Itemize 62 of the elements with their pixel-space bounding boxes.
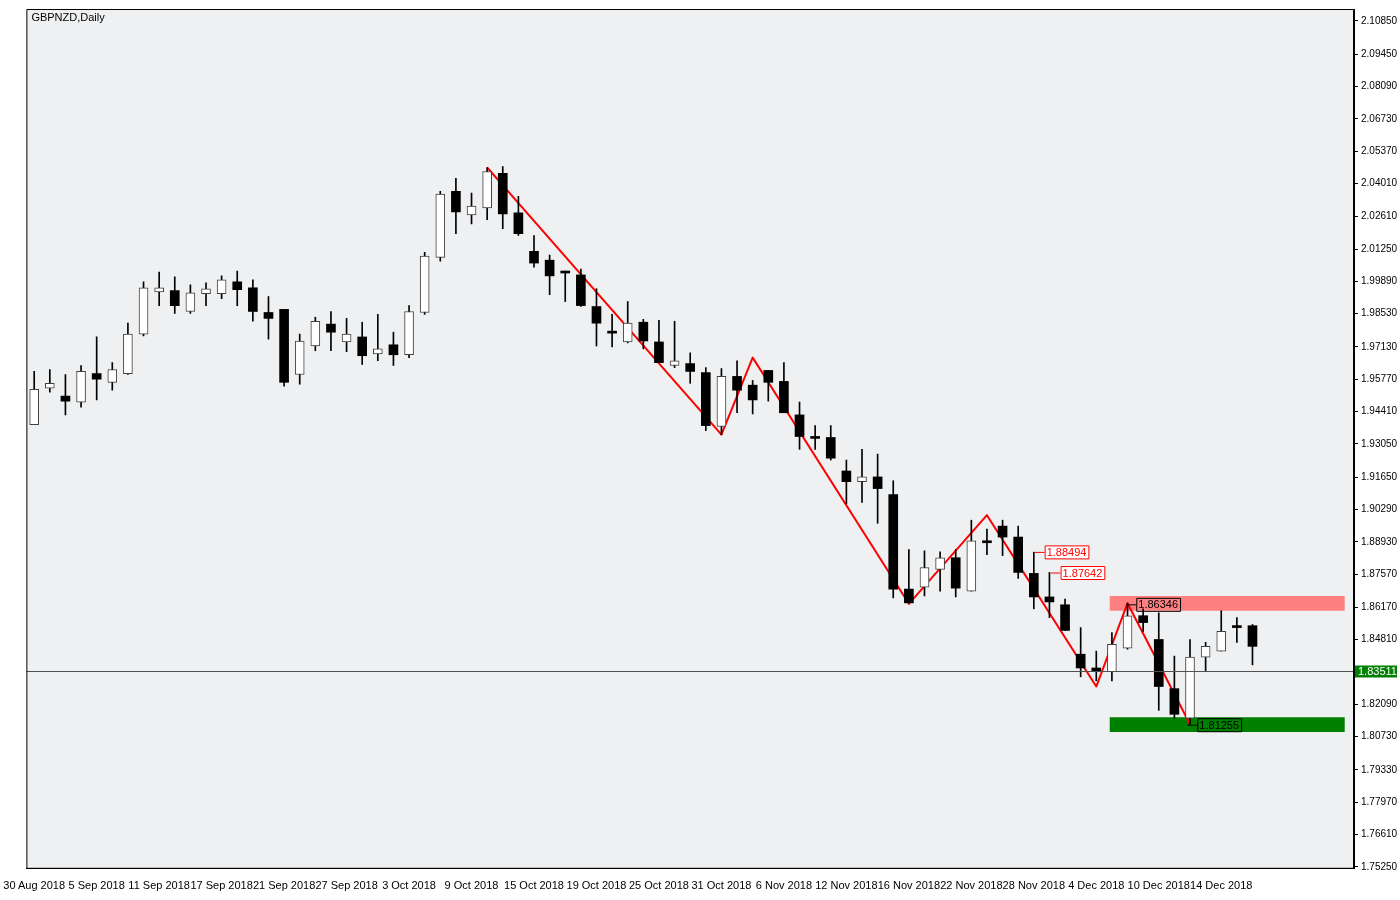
y-tick-label: 1.76610: [1361, 828, 1398, 840]
annotation: 1.87642: [1062, 566, 1103, 579]
y-tick-label: 1.80730: [1361, 730, 1398, 742]
y-tick-label: 1.77970: [1361, 796, 1398, 808]
y-tick-label: 1.90290: [1361, 503, 1398, 515]
x-tick-label: 28 Nov 2018: [1002, 879, 1066, 892]
y-tick-label: 2.08090: [1361, 80, 1398, 92]
y-tick-label: 1.95770: [1361, 373, 1398, 384]
x-tick-label: 10 Dec 2018: [1127, 879, 1190, 892]
y-tick-label: 1.84810: [1361, 633, 1398, 645]
candlestick: [232, 270, 243, 306]
ref-line-label: 1.83511: [1358, 665, 1397, 678]
y-tick-label: 1.94410: [1361, 405, 1398, 417]
y-tick-label: 1.97130: [1361, 340, 1398, 352]
y-tick-label: 1.98530: [1361, 307, 1398, 319]
x-tick-label: 19 Oct 2018: [566, 879, 627, 892]
candlestick: [154, 271, 164, 306]
x-tick-label: 25 Oct 2018: [628, 879, 689, 892]
y-tick-label: 1.86170: [1361, 601, 1398, 613]
y-tick-label: 1.91650: [1361, 470, 1398, 482]
x-tick-label: 14 Dec 2018: [1190, 879, 1253, 892]
x-tick-label: 31 Oct 2018: [691, 879, 752, 892]
annotation: 1.86346: [1138, 598, 1179, 611]
y-tick-label: 1.75250: [1361, 860, 1398, 872]
candlestick: [201, 282, 211, 306]
x-tick-label: 22 Nov 2018: [940, 879, 1003, 892]
y-tick-label: 1.87570: [1361, 567, 1398, 579]
candlestick: [810, 425, 820, 450]
x-tick-label: 16 Nov 2018: [877, 879, 941, 892]
x-tick-label: 5 Sep 2018: [68, 879, 125, 892]
y-tick-label: 2.06730: [1361, 112, 1398, 124]
y-tick-label: 2.09450: [1361, 47, 1398, 59]
x-tick-label: 3 Oct 2018: [382, 879, 436, 892]
y-tick-label: 1.79330: [1361, 763, 1398, 775]
y-tick-label: 2.10850: [1361, 14, 1398, 26]
x-tick-label: 27 Sep 2018: [315, 879, 378, 892]
x-tick-label: 9 Oct 2018: [444, 879, 499, 892]
x-tick-label: 12 Nov 2018: [815, 879, 878, 892]
chart-title: GBPNZD,Daily: [31, 10, 106, 23]
x-tick-label: 30 Aug 2018: [3, 879, 66, 892]
x-tick-label: 6 Nov 2018: [755, 879, 813, 892]
candlestick: [91, 336, 102, 401]
annotation: 1.88494: [1046, 545, 1087, 558]
candlestick: [982, 528, 992, 555]
candlestick: [326, 311, 336, 352]
y-tick-label: 2.01250: [1361, 242, 1398, 254]
y-tick-label: 2.04010: [1361, 177, 1398, 189]
x-tick-label: 15 Oct 2018: [504, 879, 564, 892]
x-tick-label: 17 Sep 2018: [190, 879, 253, 892]
y-tick-label: 2.05370: [1361, 144, 1398, 156]
candlestick: [1232, 617, 1242, 643]
y-tick-label: 1.99890: [1361, 275, 1398, 287]
y-tick-label: 2.02610: [1361, 210, 1398, 222]
candlestick: [857, 449, 867, 503]
y-tick-label: 1.82090: [1361, 698, 1398, 710]
y-tick-label: 1.88930: [1361, 535, 1398, 547]
candlestick: [904, 549, 914, 604]
y-tick-label: 1.93050: [1361, 437, 1398, 449]
annotation: 1.81255: [1199, 718, 1240, 731]
x-tick-label: 4 Dec 2018: [1068, 879, 1125, 892]
x-tick-label: 21 Sep 2018: [252, 879, 316, 892]
x-tick-label: 11 Sep 2018: [128, 879, 190, 892]
